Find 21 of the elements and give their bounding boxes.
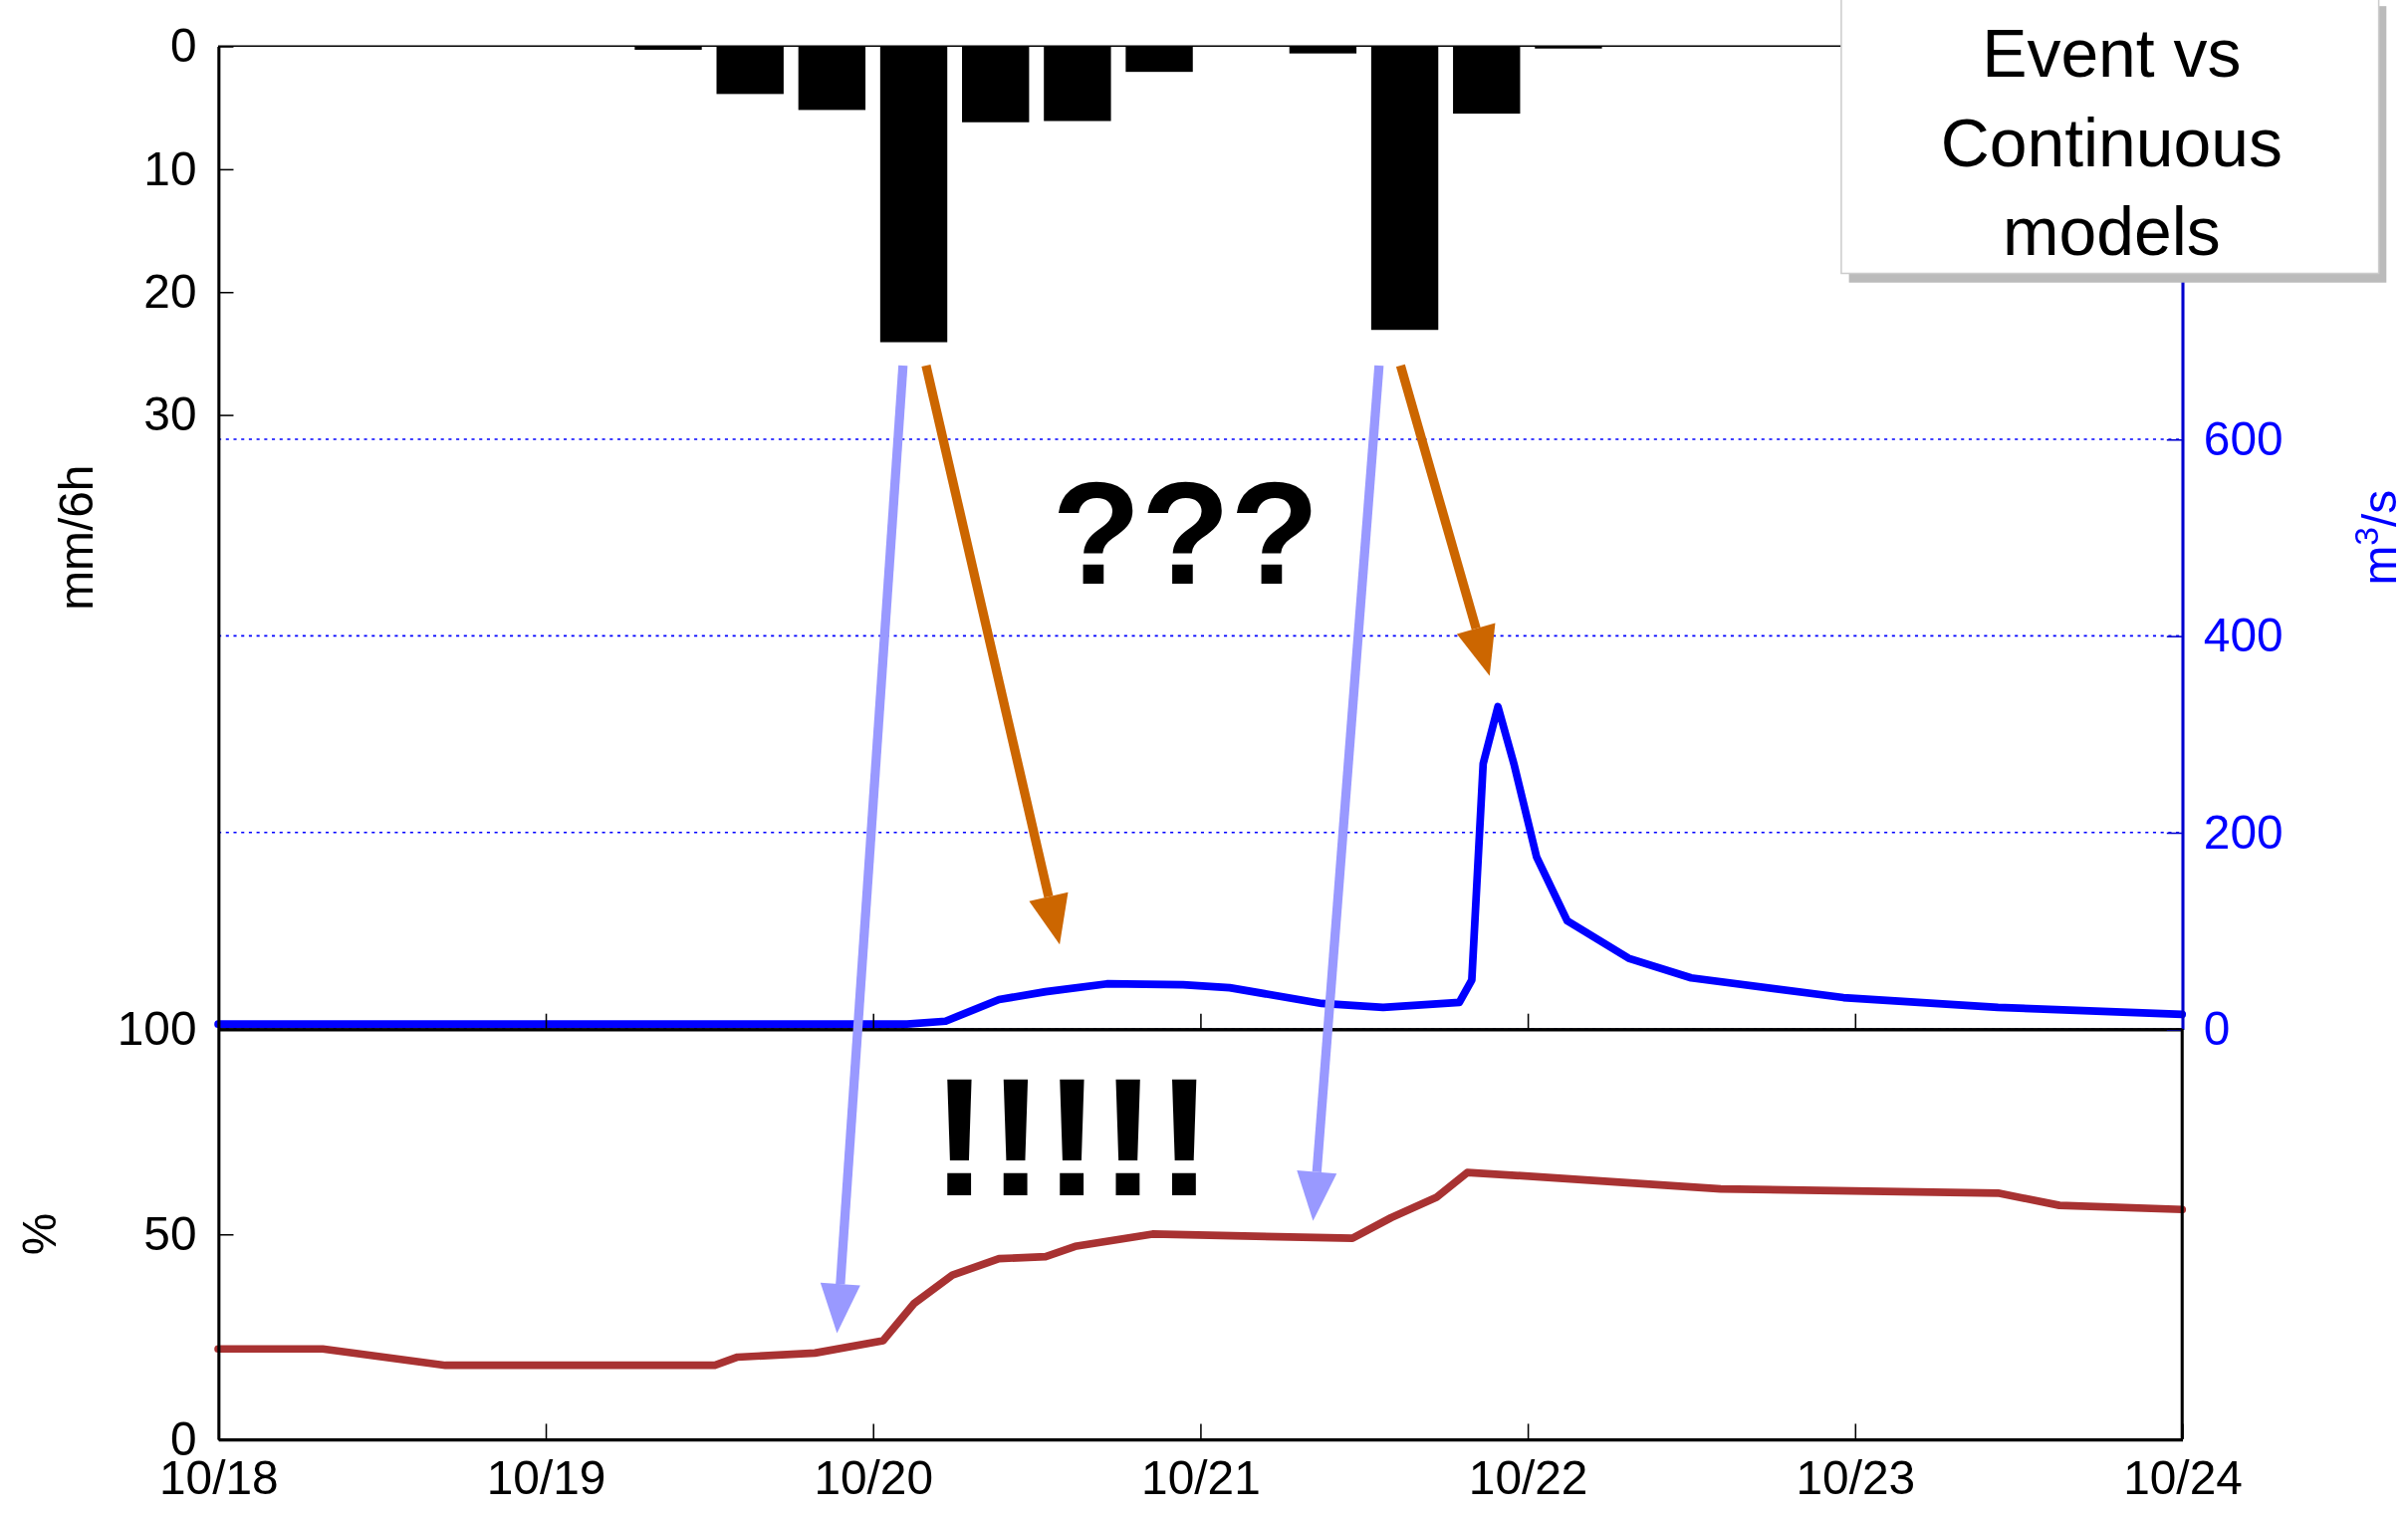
y-tick-label: 10 [143, 141, 197, 195]
y2-tick-label: 200 [2203, 805, 2284, 859]
y2-tick-label: 600 [2203, 412, 2284, 466]
y2-tick-label: 0 [2203, 1002, 2231, 1056]
x-tick-label: 10/24 [2123, 1451, 2243, 1505]
y-tick-label: 50 [143, 1207, 197, 1261]
y-tick-label: 0 [169, 19, 197, 73]
y-axis-title: % [12, 1212, 66, 1256]
x-tick-label: 10/19 [486, 1451, 606, 1505]
y-axis-title: mm/6h [49, 464, 103, 611]
x-tick-label: 10/20 [814, 1451, 934, 1505]
annotation: ??? [1052, 450, 1320, 615]
x-tick-label: 10/23 [1796, 1451, 1916, 1505]
y-tick-label: 20 [143, 265, 197, 319]
y-tick-label: 30 [143, 387, 197, 441]
x-tick-label: 10/22 [1468, 1451, 1588, 1505]
y2-tick-label: 400 [2203, 609, 2284, 662]
annotation: Event vs Continuous models [1940, 16, 2283, 269]
x-tick-label: 10/21 [1141, 1451, 1261, 1505]
annotation: !!!!! [931, 1041, 1213, 1231]
y-tick-label: 100 [117, 1002, 197, 1056]
